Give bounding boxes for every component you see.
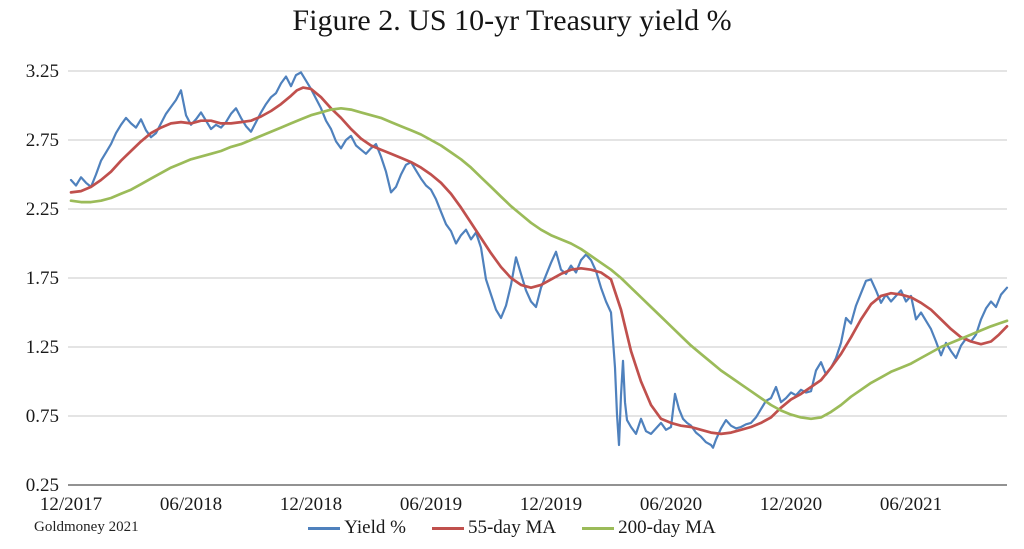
x-tick-label: 06/2018 xyxy=(160,494,222,515)
y-tick-label: 0.25 xyxy=(26,475,59,496)
x-tick-label: 06/2020 xyxy=(640,494,702,515)
y-tick-label: 2.75 xyxy=(26,130,59,151)
legend-label-yield: Yield % xyxy=(344,517,406,538)
x-tick-label: 06/2021 xyxy=(880,494,942,515)
y-tick-label: 1.25 xyxy=(26,337,59,358)
y-tick-label: 3.25 xyxy=(26,61,59,82)
200-day-ma-line xyxy=(69,106,1009,421)
legend-item-55day-ma: 55-day MA xyxy=(431,517,557,539)
yield-line xyxy=(69,71,1009,449)
chart-title: Figure 2. US 10-yr Treasury yield % xyxy=(292,4,732,37)
y-tick-label: 2.25 xyxy=(26,199,59,220)
legend-swatch-yield xyxy=(308,526,341,530)
x-tick-label: 12/2017 xyxy=(40,494,102,515)
legend-swatch-200day-ma xyxy=(582,526,615,530)
legend-swatch-55day-ma xyxy=(431,526,464,530)
legend-item-yield: Yield % xyxy=(308,517,406,539)
x-tick-label: 06/2019 xyxy=(400,494,462,515)
legend: Yield % 55-day MA 200-day MA xyxy=(0,517,1024,539)
55-day-ma-line xyxy=(69,86,1009,436)
y-tick-label: 0.75 xyxy=(26,406,59,427)
y-tick-label: 1.75 xyxy=(26,268,59,289)
x-tick-label: 12/2018 xyxy=(280,494,342,515)
legend-label-200day-ma: 200-day MA xyxy=(618,517,716,538)
x-tick-label: 12/2019 xyxy=(520,494,582,515)
legend-label-55day-ma: 55-day MA xyxy=(467,517,557,538)
legend-item-200day-ma: 200-day MA xyxy=(582,517,716,539)
x-tick-label: 12/2020 xyxy=(760,494,822,515)
source-note: Goldmoney 2021 xyxy=(34,519,139,535)
